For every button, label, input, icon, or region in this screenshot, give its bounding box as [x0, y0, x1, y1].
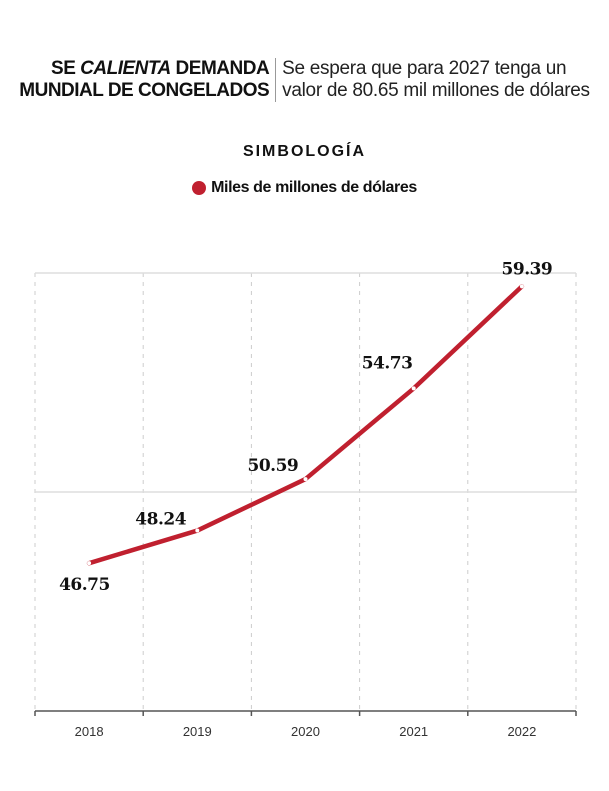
data-point	[519, 284, 524, 289]
title-text: SE	[51, 58, 81, 79]
x-tick-label: 2021	[399, 724, 428, 739]
legend-swatch	[192, 181, 207, 195]
subtitle-line-1: Se espera que para 2027 tenga un	[282, 58, 567, 79]
x-tick-label: 2018	[75, 724, 104, 739]
x-tick-label: 2020	[291, 724, 320, 739]
data-point	[411, 386, 416, 391]
legend-label: Miles de millones de dólares	[211, 179, 417, 196]
legend-title: SIMBOLOGÍA	[242, 143, 367, 160]
data-point	[195, 528, 200, 533]
subtitle-line-2: valor de 80.65 mil millones de dólares	[282, 80, 590, 101]
data-label: 50.59	[248, 456, 299, 476]
legend: Miles de millones de dólares	[0, 179, 609, 197]
data-label: 46.75	[59, 575, 110, 595]
data-point	[303, 477, 308, 482]
data-label: 59.39	[502, 259, 553, 279]
data-point	[87, 561, 92, 566]
x-tick-label: 2019	[183, 724, 212, 739]
x-tick-label: 2022	[507, 724, 536, 739]
data-label: 54.73	[362, 353, 413, 373]
chart-title: SE CALIENTA DEMANDA MUNDIAL DE CONGELADO…	[19, 58, 277, 102]
title-block: SE CALIENTA DEMANDA MUNDIAL DE CONGELADO…	[0, 58, 609, 102]
title-text: DEMANDA	[170, 58, 270, 79]
chart-subtitle: Se espera que para 2027 tenga un valor d…	[276, 58, 590, 102]
data-label: 48.24	[135, 510, 186, 530]
title-line-2: MUNDIAL DE CONGELADOS	[19, 80, 270, 101]
title-emphasis: CALIENTA	[80, 58, 171, 79]
